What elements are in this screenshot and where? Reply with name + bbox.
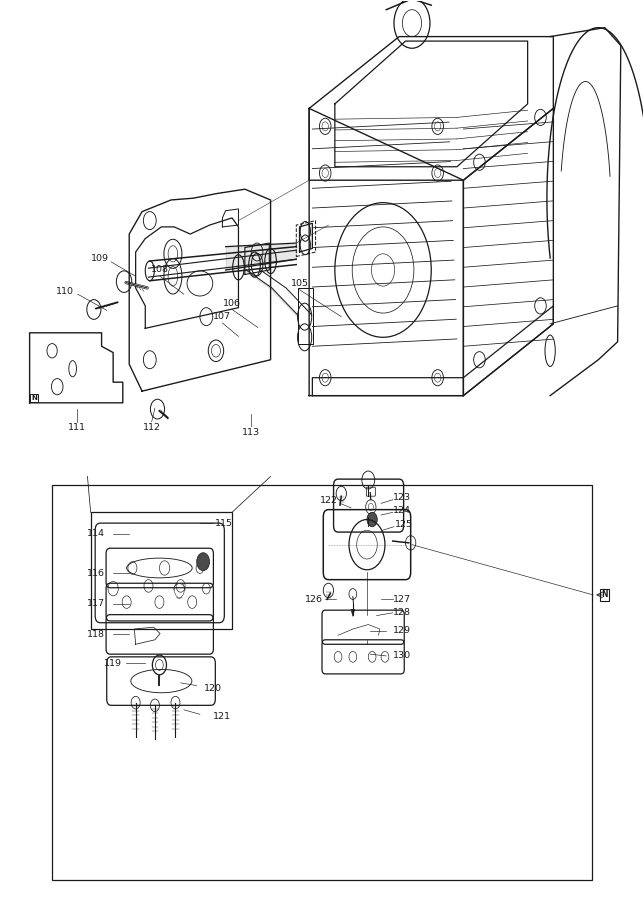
Text: 129: 129 bbox=[393, 627, 412, 636]
Text: 113: 113 bbox=[242, 428, 260, 437]
Text: 114: 114 bbox=[87, 530, 105, 539]
Circle shape bbox=[196, 553, 209, 571]
Polygon shape bbox=[351, 610, 355, 617]
Text: 127: 127 bbox=[393, 595, 412, 604]
Text: 106: 106 bbox=[223, 298, 241, 307]
Text: N: N bbox=[601, 591, 608, 600]
Text: 122: 122 bbox=[319, 496, 337, 505]
Circle shape bbox=[367, 512, 377, 527]
Text: N: N bbox=[31, 396, 37, 401]
Text: 130: 130 bbox=[393, 652, 412, 661]
Bar bbox=[91, 512, 232, 629]
Text: 123: 123 bbox=[393, 493, 412, 502]
Text: 117: 117 bbox=[87, 600, 105, 609]
Text: 105: 105 bbox=[290, 279, 308, 288]
Text: 121: 121 bbox=[213, 713, 231, 722]
Text: 115: 115 bbox=[215, 519, 233, 528]
Text: 107: 107 bbox=[213, 312, 231, 321]
Bar bbox=[52, 485, 592, 880]
Text: 128: 128 bbox=[393, 609, 412, 618]
Text: 109: 109 bbox=[91, 254, 109, 263]
Text: 111: 111 bbox=[68, 423, 86, 432]
Text: 125: 125 bbox=[395, 521, 413, 530]
Text: 126: 126 bbox=[305, 595, 323, 604]
Text: 119: 119 bbox=[104, 659, 122, 668]
Text: 112: 112 bbox=[143, 423, 161, 432]
Bar bbox=[298, 288, 313, 343]
Text: 116: 116 bbox=[87, 569, 105, 578]
Text: 120: 120 bbox=[204, 684, 222, 693]
Text: 118: 118 bbox=[87, 630, 105, 639]
Text: 124: 124 bbox=[393, 506, 412, 515]
Text: 108: 108 bbox=[151, 265, 169, 274]
Text: 110: 110 bbox=[56, 287, 74, 296]
